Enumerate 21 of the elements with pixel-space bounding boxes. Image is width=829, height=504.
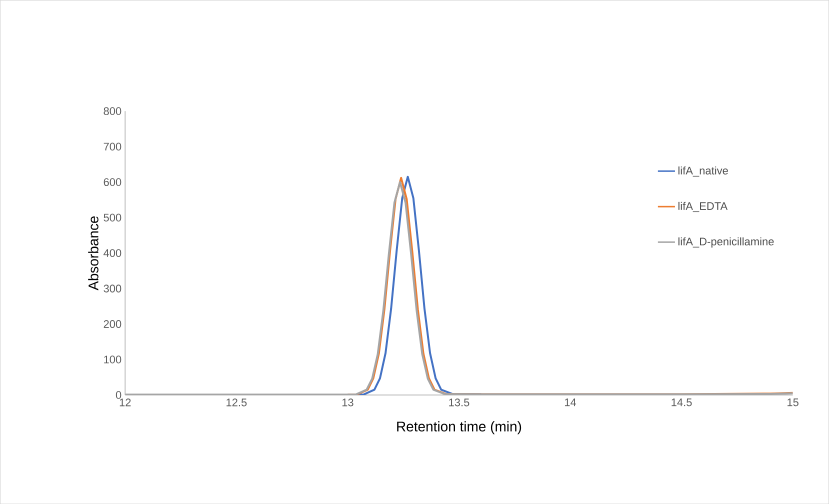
y-axis-title: Absorbance	[88, 216, 98, 290]
x-axis-title: Retention time (min)	[397, 421, 522, 434]
legend-label: lifA_EDTA	[678, 202, 728, 212]
y-tick-label: 500	[104, 214, 122, 222]
x-tick-label: 13.5	[449, 398, 470, 406]
y-tick-label: 300	[104, 284, 122, 292]
x-tick-label: 14	[564, 398, 576, 406]
y-tick-label: 200	[104, 320, 122, 328]
x-tick-label: 12	[120, 398, 131, 406]
y-tick-label: 800	[104, 107, 122, 115]
y-tick-label: 700	[104, 142, 122, 150]
x-tick-label: 14.5	[672, 398, 692, 406]
legend-label: lifA_D-penicillamine	[678, 237, 774, 248]
x-tick-label: 15	[788, 398, 798, 406]
y-tick-label: 600	[104, 178, 122, 186]
x-tick-label: 13	[342, 398, 354, 406]
y-tick-label: 100	[104, 356, 122, 364]
y-tick-label: 400	[104, 249, 122, 257]
legend-label: lifA_native	[678, 166, 728, 177]
y-tick-label: 0	[116, 391, 122, 399]
x-tick-label: 12.5	[226, 398, 247, 406]
